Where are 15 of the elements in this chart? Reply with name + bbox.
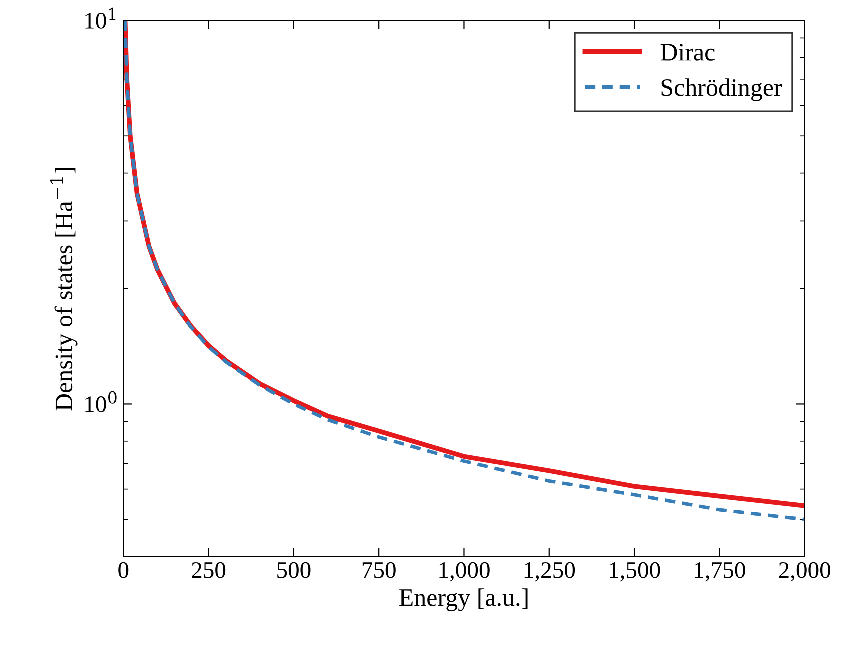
x-tick-label: 750: [362, 562, 396, 578]
x-axis-title: Energy [a.u.]: [400, 588, 528, 612]
y-axis-title: Density of states [Ha$^{−1}$]: [50, 168, 78, 411]
y-tick-label: 10$^{1}$: [86, 8, 116, 29]
y-tick-label: 10$^{0}$: [86, 391, 117, 412]
x-tick-label: 1,500: [610, 562, 660, 582]
x-tick-label: 0: [118, 562, 129, 578]
legend-label: Schrödinger: [662, 78, 782, 102]
x-tick-label: 1,000: [440, 562, 490, 582]
legend-label: Dirac: [660, 44, 715, 61]
x-tick-label: 1,250: [524, 562, 576, 582]
x-tick-label: 250: [192, 562, 226, 578]
x-tick-label: 500: [278, 562, 311, 578]
x-tick-label: 2,000: [779, 562, 830, 582]
x-tick-label: 1,750: [695, 562, 746, 582]
